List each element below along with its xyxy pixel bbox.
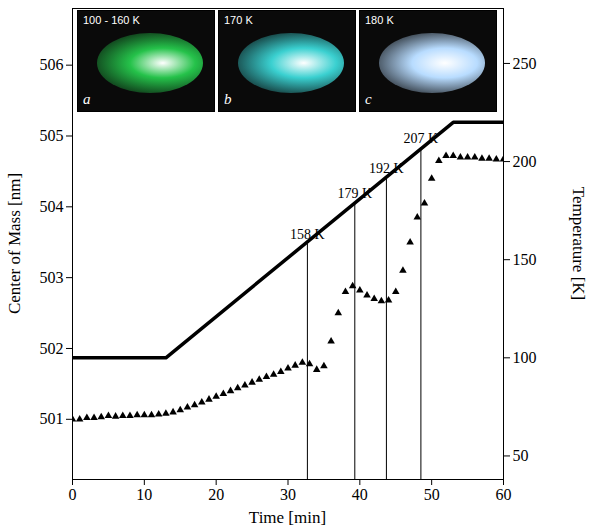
svg-text:Center of Mass [nm]: Center of Mass [nm] [5, 173, 24, 314]
svg-text:504: 504 [40, 198, 64, 215]
svg-text:150: 150 [513, 251, 537, 268]
svg-text:10: 10 [136, 486, 152, 503]
svg-text:200: 200 [513, 153, 537, 170]
svg-text:20: 20 [208, 486, 224, 503]
svg-text:40: 40 [352, 486, 368, 503]
svg-text:207 K: 207 K [404, 131, 439, 146]
svg-text:506: 506 [40, 56, 64, 73]
svg-text:60: 60 [496, 486, 512, 503]
svg-text:503: 503 [40, 269, 64, 286]
html-text:b: b [224, 91, 232, 107]
svg-text:505: 505 [40, 127, 64, 144]
svg-text:179 K: 179 K [337, 186, 372, 201]
html-text:180 K: 180 K [365, 14, 394, 26]
svg-text:30: 30 [280, 486, 296, 503]
html-text:170 K: 170 K [224, 14, 253, 26]
svg-text:50: 50 [424, 486, 440, 503]
svg-text:0: 0 [69, 486, 77, 503]
svg-text:502: 502 [40, 340, 64, 357]
svg-text:250: 250 [513, 55, 537, 72]
html-text:100 - 160 K: 100 - 160 K [83, 14, 140, 26]
svg-text:501: 501 [40, 410, 64, 427]
svg-text:Temperature [K]: Temperature [K] [569, 187, 588, 301]
html-text:c: c [365, 91, 372, 107]
svg-text:192 K: 192 K [369, 161, 404, 176]
svg-text:50: 50 [513, 447, 529, 464]
html-text:a: a [83, 91, 91, 107]
svg-text:100: 100 [513, 349, 537, 366]
svg-text:Time [min]: Time [min] [249, 508, 326, 527]
svg-text:158 K: 158 K [290, 227, 325, 242]
